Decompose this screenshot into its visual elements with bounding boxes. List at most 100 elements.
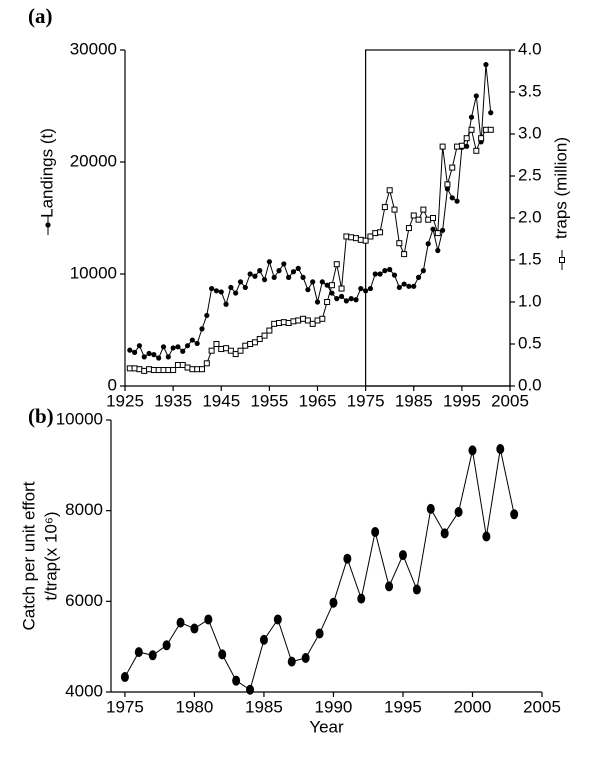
x-tick-label: 2005	[491, 391, 529, 410]
data-point	[357, 236, 364, 243]
data-point	[199, 326, 205, 332]
data-point	[218, 649, 227, 660]
y-tick-label: 10000	[70, 263, 117, 282]
data-point	[300, 315, 307, 322]
x-tick-label: 1935	[154, 391, 192, 410]
data-point	[203, 360, 210, 367]
data-point	[482, 531, 491, 542]
data-point	[411, 283, 417, 289]
y2-tick-label: 3.5	[518, 81, 542, 100]
data-point	[440, 227, 446, 233]
data-point	[454, 143, 461, 150]
data-point	[324, 282, 330, 288]
data-point	[204, 312, 210, 319]
data-point	[463, 135, 470, 142]
data-point	[473, 147, 480, 154]
data-point	[223, 301, 229, 307]
data-point	[391, 272, 398, 278]
data-point	[295, 265, 301, 271]
x-tick-label: 1990	[315, 697, 353, 716]
data-point	[246, 684, 255, 695]
data-point	[290, 269, 297, 275]
data-point	[412, 584, 421, 595]
data-point	[126, 365, 133, 372]
data-point	[281, 261, 287, 267]
y2-axis-label: traps (million)	[551, 137, 570, 239]
data-point	[430, 226, 436, 232]
data-point	[295, 317, 302, 324]
data-point	[156, 355, 162, 361]
data-point	[170, 367, 177, 374]
y-tick-label: 6000	[65, 591, 103, 610]
data-point	[276, 268, 282, 274]
data-point	[136, 366, 143, 373]
data-point	[199, 366, 205, 373]
x-tick-label: 1955	[250, 391, 288, 410]
data-point	[496, 444, 505, 455]
data-point	[286, 274, 292, 280]
data-point	[381, 204, 388, 211]
x-tick-label: 1965	[299, 391, 337, 410]
panel-label: (a)	[28, 4, 53, 28]
data-point	[338, 285, 345, 292]
data-point	[280, 319, 287, 326]
y-tick-label: 20000	[70, 151, 117, 170]
data-point	[362, 237, 369, 244]
data-point	[232, 675, 241, 686]
data-point	[435, 247, 441, 254]
x-tick-label: 1985	[395, 391, 433, 410]
data-point	[314, 317, 321, 324]
data-point	[483, 61, 489, 68]
data-point	[315, 628, 324, 639]
data-point	[401, 251, 408, 258]
data-point	[150, 367, 157, 374]
data-point	[184, 343, 191, 349]
y2-tick-label: 3.0	[518, 123, 542, 142]
data-point	[387, 266, 393, 273]
data-point	[227, 347, 234, 354]
data-point	[184, 364, 191, 371]
data-point	[410, 212, 417, 219]
data-point	[271, 320, 278, 327]
x-axis-label: Year	[309, 717, 344, 736]
data-point	[237, 347, 244, 354]
data-point	[146, 366, 153, 373]
data-point	[382, 268, 388, 274]
data-point	[148, 650, 157, 661]
data-point	[363, 288, 369, 294]
data-point	[213, 288, 220, 294]
data-point	[223, 345, 230, 352]
data-point	[415, 274, 422, 280]
data-point	[301, 653, 310, 663]
data-point	[136, 343, 143, 349]
data-point	[458, 142, 465, 149]
highlight-box	[365, 49, 511, 387]
data-point	[237, 279, 244, 285]
data-point	[396, 240, 403, 247]
data-point	[319, 279, 325, 285]
x-tick-label: 1975	[347, 391, 385, 410]
data-point	[343, 298, 349, 304]
data-point	[473, 93, 479, 99]
series-line	[124, 448, 515, 691]
y2-tick-label: 4.0	[518, 39, 542, 58]
data-point	[406, 283, 412, 289]
data-point	[385, 581, 394, 592]
data-point	[251, 339, 258, 346]
y-tick-label: 30000	[70, 39, 117, 58]
data-point	[170, 345, 176, 351]
data-point	[348, 234, 355, 241]
y-tick-label: 10000	[56, 409, 103, 428]
data-point	[329, 597, 338, 608]
data-point	[415, 216, 422, 223]
y2-tick-label: 0.0	[518, 375, 542, 394]
data-point	[132, 349, 138, 355]
x-tick-label: 1995	[443, 391, 481, 410]
x-tick-label: 1980	[176, 697, 214, 716]
data-point	[426, 503, 435, 514]
data-point	[401, 281, 407, 287]
data-point	[319, 315, 326, 322]
data-point	[358, 285, 364, 292]
data-point	[242, 342, 249, 349]
